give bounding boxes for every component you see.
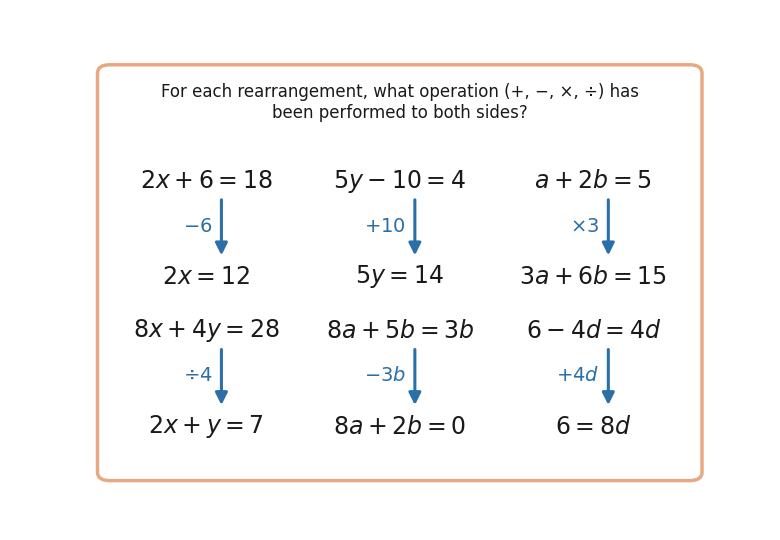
Text: $+ 10$: $+ 10$ [364,217,406,235]
FancyBboxPatch shape [98,65,702,481]
Text: $2x + y = 7$: $2x + y = 7$ [148,413,264,440]
Text: $8a + 5b = 3b$: $8a + 5b = 3b$ [325,319,474,343]
Text: been performed to both sides?: been performed to both sides? [272,104,527,122]
Text: $2x = 12$: $2x = 12$ [162,265,250,289]
Text: For each rearrangement, what operation (+, −, ×, ÷) has: For each rearrangement, what operation (… [161,83,639,101]
Text: $6 = 8d$: $6 = 8d$ [555,415,631,438]
Text: $3a + 6b = 15$: $3a + 6b = 15$ [519,265,667,289]
Text: $8a + 2b = 0$: $8a + 2b = 0$ [333,415,466,438]
Text: $8x + 4y = 28$: $8x + 4y = 28$ [133,318,279,345]
Text: $- 6$: $- 6$ [183,217,212,235]
Text: $\times 3$: $\times 3$ [570,217,599,235]
Text: $5y = 14$: $5y = 14$ [356,264,444,291]
Text: $5y - 10 = 4$: $5y - 10 = 4$ [333,168,466,195]
Text: $6 - 4d = 4d$: $6 - 4d = 4d$ [526,319,661,343]
Text: $+ 4d$: $+ 4d$ [556,366,599,386]
Text: $- 3b$: $- 3b$ [363,366,406,386]
Text: $\div 4$: $\div 4$ [183,366,212,386]
Text: $2x + 6 = 18$: $2x + 6 = 18$ [140,169,272,193]
Text: $a + 2b = 5$: $a + 2b = 5$ [534,169,652,193]
